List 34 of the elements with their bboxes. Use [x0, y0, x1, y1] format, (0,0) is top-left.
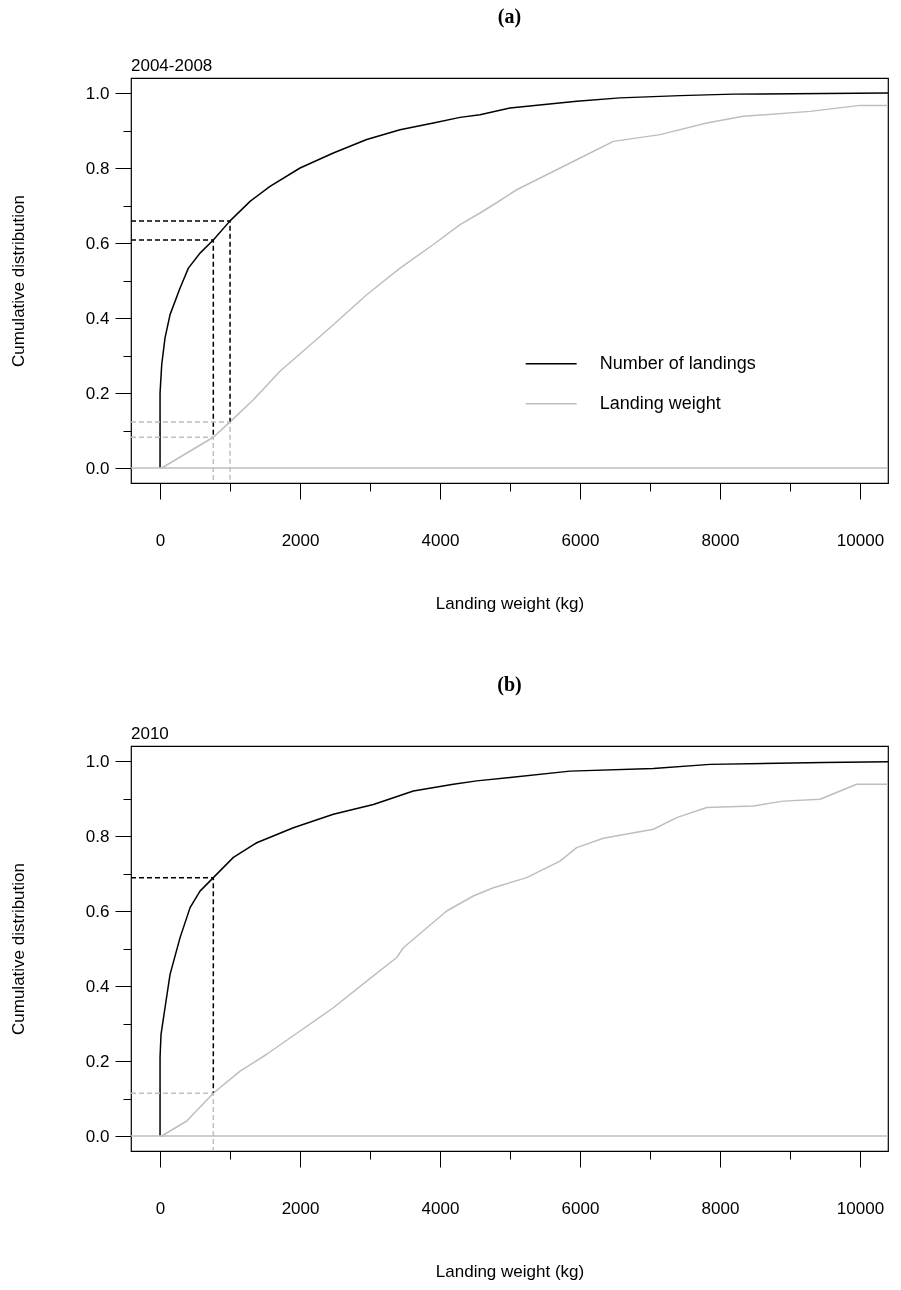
x-tick-label: 8000 — [701, 1198, 740, 1218]
x-axis-title: Landing weight (kg) — [435, 1261, 585, 1281]
y-tick-label: 1.0 — [85, 751, 110, 771]
x-tick-label: 0 — [155, 530, 166, 550]
x-tick-label: 6000 — [561, 1198, 600, 1218]
y-tick-label: 1.0 — [85, 83, 110, 103]
y-axis-title: Cumulative distribution — [8, 195, 28, 367]
y-tick-label: 0.0 — [85, 458, 110, 478]
chart-title: (a) — [497, 5, 522, 28]
legend-label: Number of landings — [599, 352, 756, 373]
x-tick-label: 10000 — [836, 530, 885, 550]
y-tick-label: 0.4 — [85, 308, 110, 328]
chart-subtitle: 2010 — [131, 724, 169, 743]
y-tick-label: 0.6 — [85, 901, 110, 921]
x-tick-label: 4000 — [421, 530, 460, 550]
y-tick-label: 0.8 — [85, 826, 110, 846]
x-tick-label: 2000 — [281, 530, 320, 550]
y-tick-label: 0.6 — [85, 233, 110, 253]
x-tick-label: 0 — [155, 1198, 166, 1218]
chart-title: (b) — [497, 673, 522, 696]
legend-label: Landing weight — [599, 392, 721, 413]
y-tick-label: 0.0 — [85, 1126, 110, 1146]
chart-subtitle: 2004-2008 — [131, 56, 213, 75]
y-axis-title: Cumulative distribution — [8, 863, 28, 1035]
x-tick-label: 10000 — [836, 1198, 885, 1218]
y-tick-label: 0.2 — [85, 1051, 110, 1071]
x-axis-title: Landing weight (kg) — [435, 593, 585, 613]
x-tick-label: 4000 — [421, 1198, 460, 1218]
y-tick-label: 0.8 — [85, 158, 110, 178]
x-tick-label: 6000 — [561, 530, 600, 550]
x-tick-label: 8000 — [701, 530, 740, 550]
y-tick-label: 0.2 — [85, 383, 110, 403]
x-tick-label: 2000 — [281, 1198, 320, 1218]
y-tick-label: 0.4 — [85, 976, 110, 996]
